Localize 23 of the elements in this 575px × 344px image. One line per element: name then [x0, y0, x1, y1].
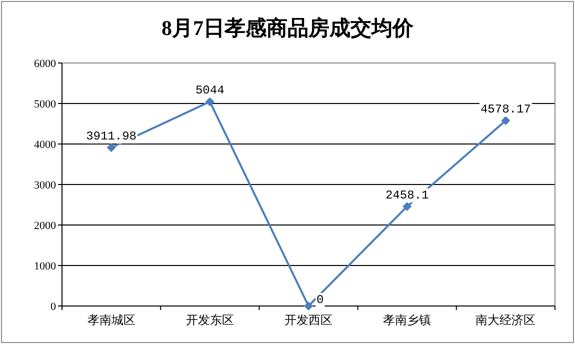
x-tick-label: 开发西区	[284, 313, 332, 327]
chart-title: 8月7日孝感商品房成交均价	[162, 16, 414, 40]
y-tick-label: 0	[50, 301, 56, 313]
point	[304, 302, 313, 310]
y-tick-label: 5000	[34, 98, 56, 110]
point	[402, 202, 412, 211]
y-tick-label: 3000	[34, 180, 56, 192]
x-tick-label: 孝南城区	[87, 313, 136, 327]
y-tick-label: 4000	[34, 139, 56, 151]
data-label: 0	[316, 293, 324, 307]
y-tick-label: 2000	[34, 220, 56, 232]
data-label: 5044	[195, 84, 224, 98]
point	[106, 143, 116, 152]
point	[501, 116, 510, 126]
point	[205, 97, 214, 106]
y-tick-label: 1000	[34, 260, 56, 272]
x-tick-label: 南大经济区	[476, 313, 536, 327]
y-tick-label: 6000	[34, 58, 56, 70]
data-label: 3911.98	[86, 130, 137, 144]
x-tick-label: 开发东区	[186, 313, 234, 327]
data-label: 2458.1	[385, 188, 429, 202]
x-tick-label: 孝南乡镇	[383, 313, 432, 327]
data-label: 4578.17	[480, 102, 531, 117]
